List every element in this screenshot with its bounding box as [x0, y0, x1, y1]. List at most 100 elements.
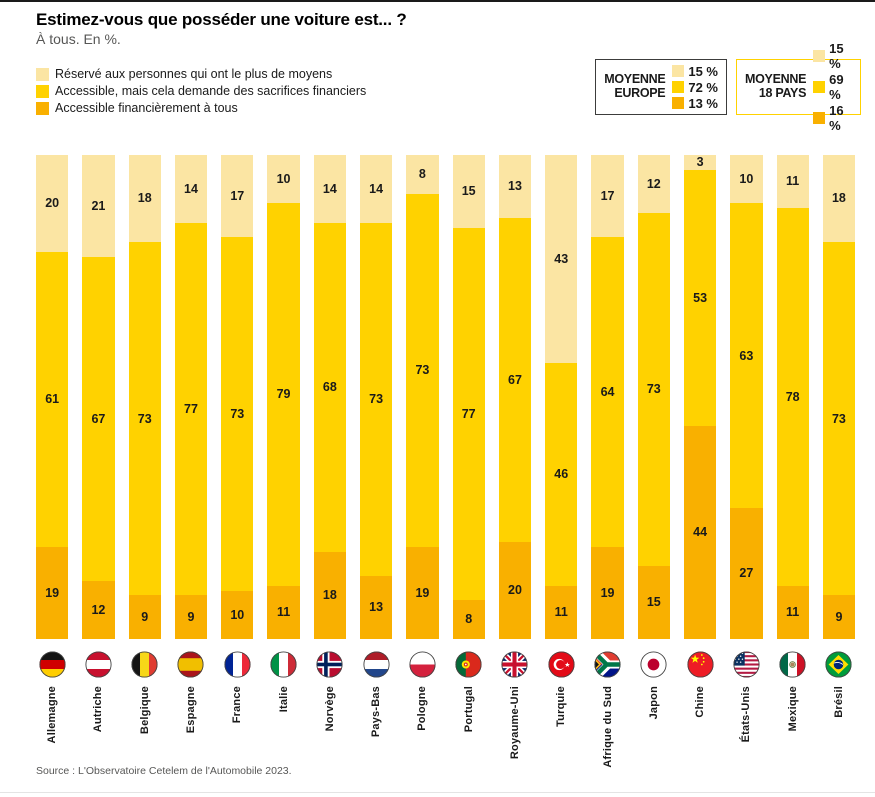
flag-cell-us [730, 651, 762, 678]
average-18pays-title: MOYENNE 18 PAYS [745, 72, 807, 101]
value-label-sacrifices-es: 77 [184, 401, 198, 416]
country-cell-jp: Japon [638, 686, 670, 781]
value-label-reserve-pt: 15 [461, 184, 476, 199]
bar-de: 20 61 19 [36, 155, 69, 639]
tr-flag-icon [548, 651, 575, 678]
bar-it: 10 79 11 [267, 155, 300, 639]
segment-reserve-de: 20 [36, 155, 69, 252]
country-label-cn: Chine [694, 686, 707, 718]
country-label-pt: Portugal [462, 686, 475, 733]
segment-accessible-nl: 13 [359, 576, 393, 639]
value-label-accessible-be: 9 [141, 609, 149, 624]
average-title-line1: MOYENNE [745, 72, 807, 87]
country-cell-no: Norvège [314, 686, 346, 781]
bar-pl: 8 73 19 [406, 155, 439, 639]
average-value: 13 % [688, 95, 718, 111]
bar-us: 10 63 27 [730, 155, 763, 639]
segment-sacrifices-pl: 73 [406, 193, 439, 548]
value-label-reserve-za: 17 [600, 188, 615, 203]
legend-swatch-orange-icon [36, 101, 49, 115]
value-label-accessible-tr: 11 [554, 605, 568, 620]
bar-no: 14 68 18 [313, 155, 346, 639]
country-label-gb: Royaume-Uni [508, 686, 521, 760]
bar-at: 21 67 12 [82, 155, 115, 639]
value-label-accessible-es: 9 [187, 609, 195, 624]
country-label-pl: Pologne [416, 686, 429, 731]
value-label-sacrifices-tr: 46 [554, 467, 569, 482]
value-label-accessible-fr: 10 [230, 607, 245, 622]
swatch-cream-icon [813, 50, 826, 62]
segment-reserve-pl: 8 [406, 155, 439, 194]
value-label-sacrifices-pl: 73 [415, 363, 430, 378]
gb-flag-icon [501, 651, 529, 678]
legend-item-accessible: Accessible financièrement à tous [36, 100, 366, 116]
segment-accessible-pt: 8 [452, 600, 485, 639]
swatch-yellow-icon [672, 81, 685, 93]
mx-flag-icon [779, 651, 806, 678]
bar-tr: 43 46 11 [545, 155, 578, 639]
value-label-sacrifices-no: 68 [322, 380, 337, 395]
segment-accessible-pl: 19 [406, 547, 439, 639]
at-flag-icon [85, 651, 112, 678]
value-label-reserve-pl: 8 [418, 167, 426, 182]
value-label-reserve-it: 10 [276, 171, 291, 186]
cn-flag-icon [687, 651, 714, 678]
average-value: 15 % [688, 63, 718, 79]
segment-sacrifices-pt: 77 [452, 227, 485, 601]
value-label-accessible-br: 9 [835, 609, 843, 624]
segment-sacrifices-at: 67 [82, 256, 115, 581]
segment-accessible-fr: 10 [221, 590, 254, 639]
value-label-sacrifices-mx: 78 [785, 389, 800, 404]
pl-flag-icon [409, 651, 436, 678]
flag-cell-de [36, 651, 68, 678]
segment-accessible-mx: 11 [776, 585, 809, 639]
value-label-sacrifices-jp: 73 [646, 382, 661, 397]
be-flag-icon [131, 651, 158, 678]
value-label-accessible-de: 19 [45, 585, 60, 600]
average-europe-title: MOYENNE EUROPE [604, 72, 666, 101]
page-subtitle: À tous. En %. [36, 31, 121, 47]
segment-sacrifices-br: 73 [822, 242, 856, 596]
flag-cell-pl [406, 651, 438, 678]
value-label-accessible-za: 19 [600, 585, 615, 600]
value-label-accessible-cn: 44 [693, 525, 708, 540]
bar-gb: 13 67 20 [498, 155, 532, 639]
value-label-sacrifices-fr: 73 [230, 406, 245, 421]
country-label-za: Afrique du Sud [601, 686, 614, 768]
average-row: 72 % [672, 80, 718, 95]
page-title: Estimez-vous que posséder une voiture es… [36, 10, 407, 29]
segment-accessible-no: 18 [313, 551, 346, 639]
value-label-accessible-no: 18 [322, 588, 337, 603]
country-label-de: Allemagne [46, 686, 59, 744]
value-label-accessible-gb: 20 [508, 583, 522, 598]
flag-cell-pt [453, 651, 485, 678]
swatch-yellow-icon [813, 81, 826, 93]
flag-cell-at [82, 651, 114, 678]
nl-flag-icon [363, 651, 390, 678]
country-label-tr: Turquie [555, 686, 568, 727]
segment-accessible-es: 9 [174, 595, 208, 639]
average-title-line1: MOYENNE [604, 72, 666, 87]
country-label-us: États-Unis [740, 686, 753, 743]
segment-reserve-za: 17 [591, 155, 624, 238]
legend-item-sacrifices: Accessible, mais cela demande des sacrif… [36, 83, 366, 99]
value-label-sacrifices-pt: 77 [461, 406, 476, 421]
segment-sacrifices-jp: 73 [637, 213, 670, 567]
average-title-line2: EUROPE [614, 86, 666, 100]
average-row: 15 % [672, 64, 718, 79]
legend-label: Accessible, mais cela demande des sacrif… [55, 84, 367, 98]
us-flag-icon [733, 651, 760, 678]
value-label-sacrifices-gb: 67 [508, 372, 522, 387]
value-label-sacrifices-de: 61 [45, 392, 60, 407]
country-label-fr: France [231, 686, 244, 724]
flag-cell-br [823, 651, 855, 678]
jp-flag-icon [640, 651, 667, 678]
bar-pt: 15 77 8 [452, 155, 485, 639]
segment-sacrifices-be: 73 [128, 242, 161, 596]
bar-nl: 14 73 13 [359, 155, 393, 639]
average-europe-values: 15 % 72 % 13 % [672, 64, 718, 111]
value-label-sacrifices-it: 79 [276, 387, 291, 402]
fr-flag-icon [224, 651, 251, 678]
value-label-reserve-jp: 12 [646, 176, 661, 191]
segment-accessible-be: 9 [128, 595, 161, 639]
